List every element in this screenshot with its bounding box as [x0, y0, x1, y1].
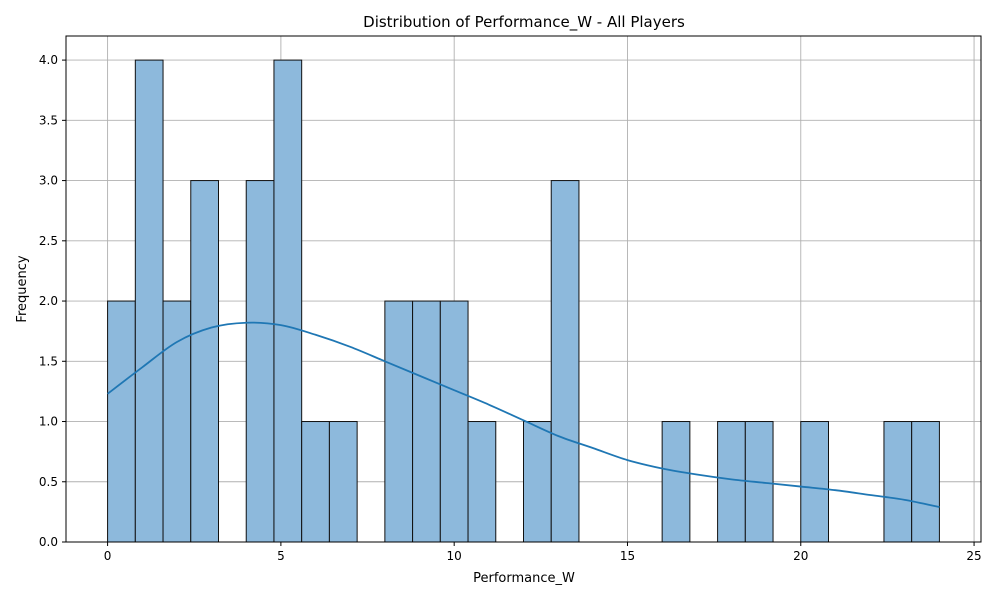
x-tick-label: 25	[966, 549, 981, 563]
y-tick-label: 1.0	[39, 415, 58, 429]
x-axis-ticks: 0 5 10 15 20 25	[104, 542, 982, 563]
y-tick-label: 0.5	[39, 475, 58, 489]
y-tick-label: 3.0	[39, 174, 58, 188]
plot-border	[65, 35, 982, 543]
plot-frame	[65, 35, 982, 543]
histogram-bar	[467, 421, 497, 543]
y-tick-label: 1.5	[39, 354, 58, 368]
kde-line	[107, 321, 940, 508]
x-tick-label: 5	[277, 549, 285, 563]
histogram-bar	[550, 180, 580, 543]
y-tick-label: 2.5	[39, 234, 58, 248]
histogram-bar	[301, 421, 330, 543]
histogram-bar	[328, 421, 358, 543]
histogram-bar	[107, 300, 136, 543]
x-axis-title: Performance_W	[473, 571, 575, 586]
histogram-bar	[190, 180, 219, 543]
histogram-bar	[384, 300, 414, 543]
histogram-bar	[661, 421, 691, 543]
y-axis-ticks: 0.0 0.5 1.0 1.5 2.0 2.5 3.0 3.5 4.0	[39, 53, 66, 549]
y-tick-label: 3.5	[39, 113, 58, 127]
histogram-bar	[800, 421, 829, 543]
histogram-bar	[911, 421, 940, 543]
x-tick-label: 15	[620, 549, 635, 563]
y-axis-title: Frequency	[15, 255, 30, 322]
histogram-bar	[523, 421, 552, 543]
histogram-bar	[245, 180, 275, 543]
y-tick-label: 4.0	[39, 53, 58, 67]
y-tick-label: 2.0	[39, 294, 58, 308]
x-tick-label: 0	[104, 549, 112, 563]
x-tick-label: 20	[793, 549, 808, 563]
chart-title: Distribution of Performance_W - All Play…	[363, 13, 685, 32]
y-tick-label: 0.0	[39, 535, 58, 549]
histogram-bar	[883, 421, 913, 543]
histogram-bar	[439, 300, 469, 543]
histogram-bar	[134, 59, 164, 543]
x-tick-label: 10	[447, 549, 462, 563]
histogram-bar	[273, 59, 303, 543]
histogram-bar	[412, 300, 441, 543]
histogram-bar	[717, 421, 746, 543]
kde-curve	[107, 321, 940, 508]
histogram-bars	[107, 59, 940, 543]
